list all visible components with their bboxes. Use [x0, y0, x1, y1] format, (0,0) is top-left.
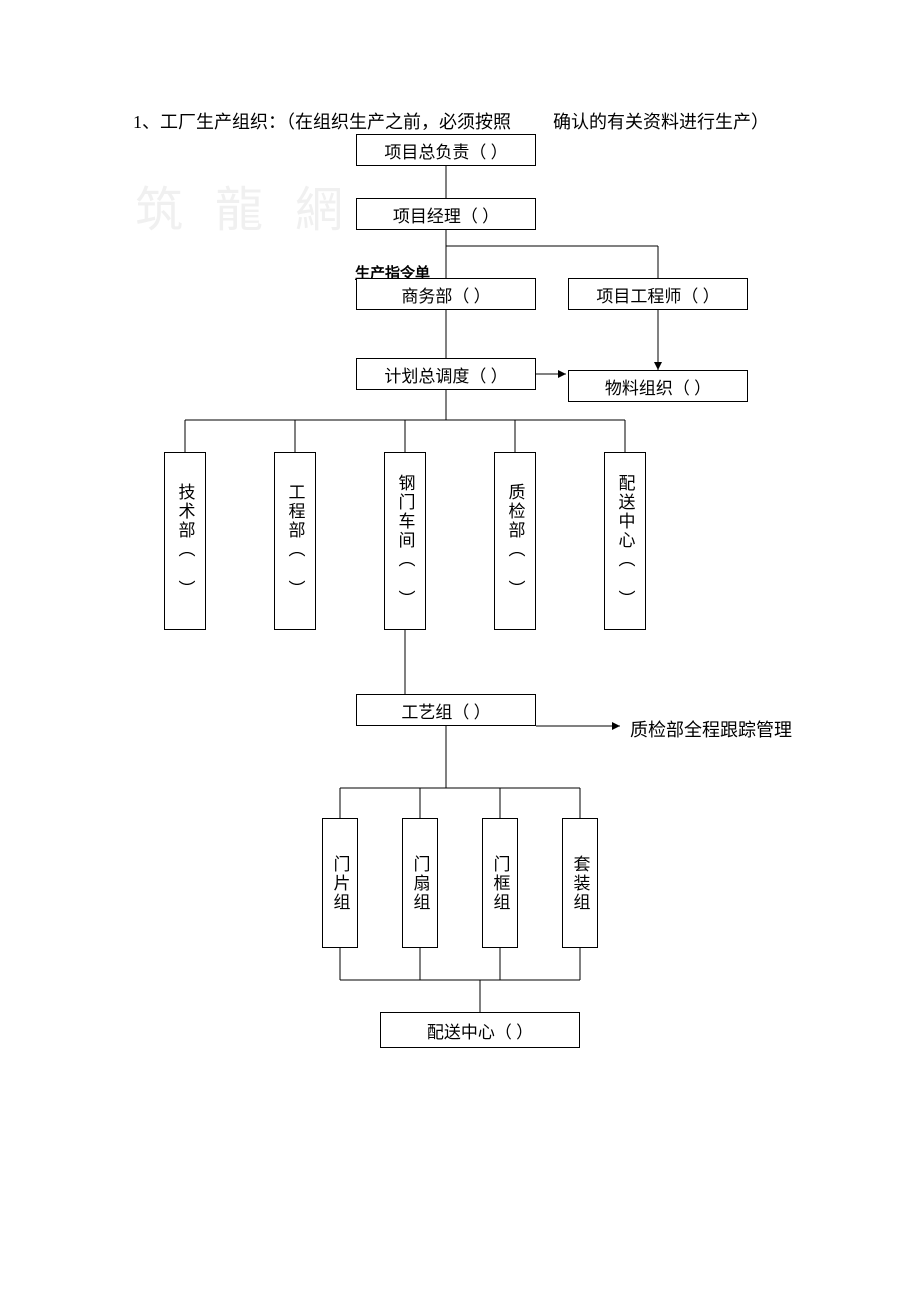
node-commerce-dept: 商务部（ ） [356, 278, 536, 310]
node-door-panel: 门片组 [322, 818, 358, 948]
node-tech-dept: 技术部（ ） [164, 452, 206, 630]
page-title-part1: 1、工厂生产组织：（在组织生产之前，必须按照 [133, 108, 511, 134]
node-assembly: 套装组 [562, 818, 598, 948]
connector-lines [0, 0, 920, 1302]
node-dist-center-bottom: 配送中心（ ） [380, 1012, 580, 1048]
node-door-leaf: 门扇组 [402, 818, 438, 948]
node-project-manager: 项目经理（ ） [356, 198, 536, 230]
node-project-director: 项目总负责（ ） [356, 134, 536, 166]
node-door-frame: 门框组 [482, 818, 518, 948]
node-planning-dispatch: 计划总调度（ ） [356, 358, 536, 390]
node-steel-door-workshop: 钢门车间（ ） [384, 452, 426, 630]
node-material-org: 物料组织（ ） [568, 370, 748, 402]
watermark-text: 筑 龍 網 [135, 170, 353, 240]
node-process-group: 工艺组（ ） [356, 694, 536, 726]
page-title-part2: 确认的有关资料进行生产） [553, 108, 769, 134]
node-eng-dept: 工程部（ ） [274, 452, 316, 630]
node-project-engineer: 项目工程师（ ） [568, 278, 748, 310]
node-dist-center-v: 配送中心（ ） [604, 452, 646, 630]
node-qc-dept: 质检部（ ） [494, 452, 536, 630]
qc-tracking-label: 质检部全程跟踪管理 [630, 716, 792, 742]
diagram-canvas: 筑 龍 網 1、工厂生产组织：（在组织生产之前，必须按照 确认的有关资料进行生产… [0, 0, 920, 1302]
